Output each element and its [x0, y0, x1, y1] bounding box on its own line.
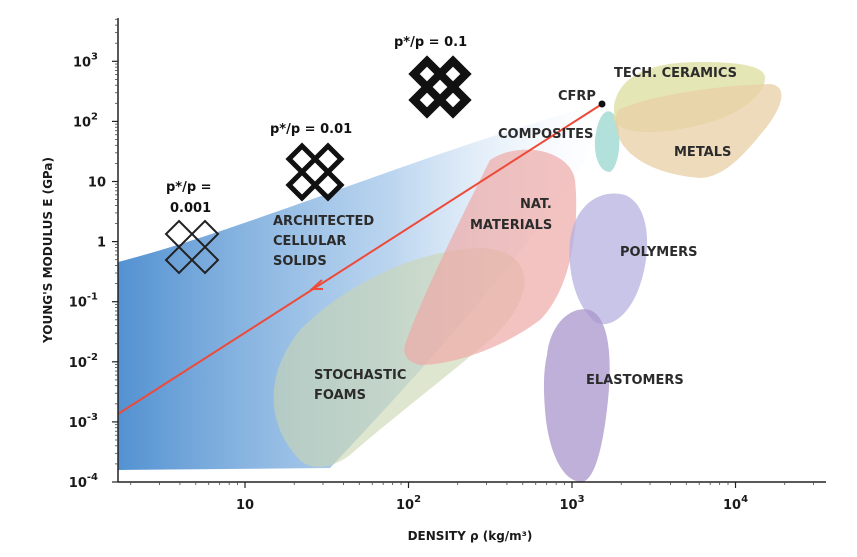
y-tick-label: 10-4 [69, 472, 98, 491]
lattice-icon-thin [164, 219, 220, 275]
label-stochastic: STOCHASTIC [314, 368, 406, 383]
region-composites [594, 111, 620, 172]
label-cfrp: CFRP [558, 89, 596, 104]
y-tick-label: 102 [73, 111, 98, 130]
region-polymers [569, 193, 648, 325]
label-metals: METALS [674, 145, 731, 160]
region-nat-materials [404, 149, 577, 365]
label-polymers: POLYMERS [620, 245, 697, 260]
y-tick-label: 10-3 [69, 412, 98, 431]
x-tick-label: 103 [559, 494, 584, 513]
marker-label-0001-b: 0.001 [170, 201, 211, 216]
y-axis-title: YOUNG'S MODULUS E (GPa) [41, 157, 55, 344]
label-elastomers: ELASTOMERS [586, 373, 684, 388]
cfrp-trajectory-line [117, 103, 603, 415]
y-tick-label: 103 [73, 51, 98, 70]
lattice-icon-thick [408, 55, 472, 119]
label-cellular: CELLULAR [273, 234, 346, 249]
lattice-icon-medium [285, 142, 345, 202]
y-tick-label: 10 [88, 176, 106, 191]
x-axis-title: DENSITY ρ (kg/m³) [408, 529, 533, 543]
x-tick-label: 104 [723, 494, 748, 513]
label-solids: SOLIDS [273, 254, 327, 269]
region-elastomers [543, 309, 610, 482]
label-nat-materials-1: NAT. [520, 197, 552, 212]
label-nat-materials-2: MATERIALS [470, 218, 552, 233]
y-tick-label: 10-1 [69, 292, 98, 311]
x-tick-label: 102 [396, 494, 421, 513]
label-architected: ARCHITECTED [273, 214, 374, 229]
label-foams: FOAMS [314, 388, 366, 403]
label-composites: COMPOSITES [498, 127, 593, 142]
y-tick-label: 1 [97, 236, 106, 251]
y-tick-label: 10-2 [69, 352, 98, 371]
region-metals [615, 84, 782, 178]
x-tick-label: 10 [236, 498, 254, 513]
marker-label-0001-a: p*/p = [166, 180, 212, 195]
cfrp-point [598, 100, 606, 108]
label-tech-ceramics: TECH. CERAMICS [614, 66, 737, 81]
marker-label-001: p*/p = 0.01 [270, 122, 352, 137]
marker-label-01: p*/p = 0.1 [394, 35, 467, 50]
trajectory-arrowhead [309, 279, 323, 290]
